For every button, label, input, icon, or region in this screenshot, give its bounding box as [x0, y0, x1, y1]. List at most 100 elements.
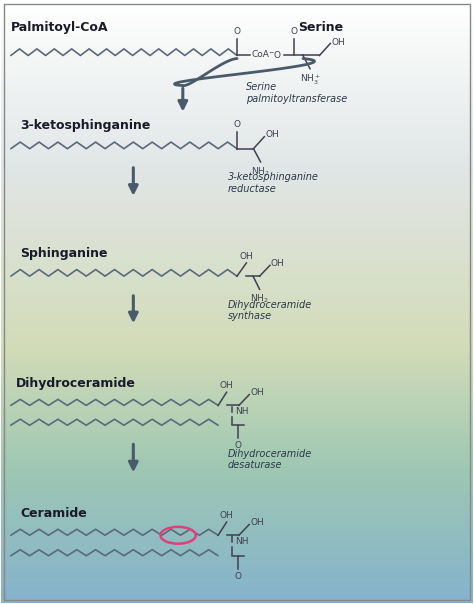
Bar [1, 266, 473, 269]
Bar [1, 68, 473, 71]
Bar [1, 206, 473, 209]
Text: $^{-}$O: $^{-}$O [268, 50, 282, 60]
Bar [1, 74, 473, 77]
Bar [1, 443, 473, 446]
Bar [1, 287, 473, 290]
Bar [1, 170, 473, 173]
Bar [1, 47, 473, 50]
Bar [1, 10, 473, 13]
Bar [1, 380, 473, 383]
Text: NH$_2$: NH$_2$ [251, 165, 270, 178]
Bar [1, 185, 473, 188]
Bar [1, 121, 473, 124]
Bar [1, 77, 473, 80]
Bar [1, 236, 473, 239]
Bar [1, 570, 473, 573]
Bar [1, 83, 473, 86]
Bar [1, 7, 473, 10]
Bar [1, 413, 473, 416]
Bar [1, 567, 473, 570]
Bar [1, 410, 473, 413]
Bar [1, 515, 473, 518]
Bar [1, 332, 473, 335]
Bar [1, 182, 473, 185]
Bar [1, 483, 473, 486]
Bar [1, 359, 473, 362]
Bar [1, 106, 473, 109]
Bar [1, 188, 473, 191]
Bar [1, 530, 473, 533]
Bar [1, 257, 473, 260]
Bar [1, 152, 473, 155]
Text: NH: NH [235, 538, 248, 547]
Text: OH: OH [265, 130, 279, 140]
Text: OH: OH [250, 518, 264, 527]
Bar [1, 573, 473, 576]
Text: NH: NH [235, 407, 248, 416]
Bar [1, 179, 473, 182]
Bar [1, 477, 473, 480]
Bar [1, 395, 473, 398]
Bar [1, 80, 473, 83]
Bar [1, 233, 473, 236]
Text: OH: OH [331, 38, 345, 47]
Bar [1, 564, 473, 567]
Text: 3-ketosphinganine: 3-ketosphinganine [20, 120, 151, 132]
Text: OH: OH [239, 251, 253, 260]
Bar [1, 269, 473, 272]
Bar [1, 305, 473, 308]
Bar [1, 299, 473, 302]
Bar [1, 329, 473, 332]
Bar [1, 118, 473, 121]
Text: NH$_3^+$: NH$_3^+$ [300, 72, 320, 86]
Bar [1, 212, 473, 215]
Bar [1, 296, 473, 299]
Bar [1, 95, 473, 98]
Bar [1, 1, 473, 4]
Bar [1, 31, 473, 34]
Bar [1, 362, 473, 365]
Bar [1, 422, 473, 425]
Bar [1, 22, 473, 25]
Bar [1, 50, 473, 53]
Bar [1, 109, 473, 112]
Bar [1, 474, 473, 477]
Bar [1, 341, 473, 344]
Bar [1, 594, 473, 597]
Text: OH: OH [220, 381, 234, 390]
Bar [1, 56, 473, 59]
Bar [1, 161, 473, 164]
Bar [1, 133, 473, 137]
Bar [1, 293, 473, 296]
Bar [1, 115, 473, 118]
Bar [1, 588, 473, 591]
Bar [1, 53, 473, 56]
Bar [1, 506, 473, 509]
Bar [1, 86, 473, 89]
Bar [1, 449, 473, 452]
Bar [1, 245, 473, 248]
Bar [1, 254, 473, 257]
Text: O: O [234, 27, 240, 36]
Bar [1, 591, 473, 594]
Text: CoA: CoA [251, 50, 269, 59]
Bar [1, 416, 473, 419]
Bar [1, 440, 473, 443]
Bar [1, 407, 473, 410]
Bar [1, 143, 473, 146]
Bar [1, 377, 473, 380]
Bar [1, 209, 473, 212]
Bar [1, 25, 473, 28]
Bar [1, 263, 473, 266]
Bar [1, 521, 473, 524]
Bar [1, 489, 473, 492]
Bar [1, 335, 473, 338]
Bar [1, 251, 473, 254]
Bar [1, 467, 473, 471]
Text: Dihydroceramide
desaturase: Dihydroceramide desaturase [228, 449, 312, 471]
Bar [1, 374, 473, 377]
Bar [1, 4, 473, 7]
Bar [1, 173, 473, 176]
Bar [1, 486, 473, 489]
Text: OH: OH [271, 259, 285, 268]
